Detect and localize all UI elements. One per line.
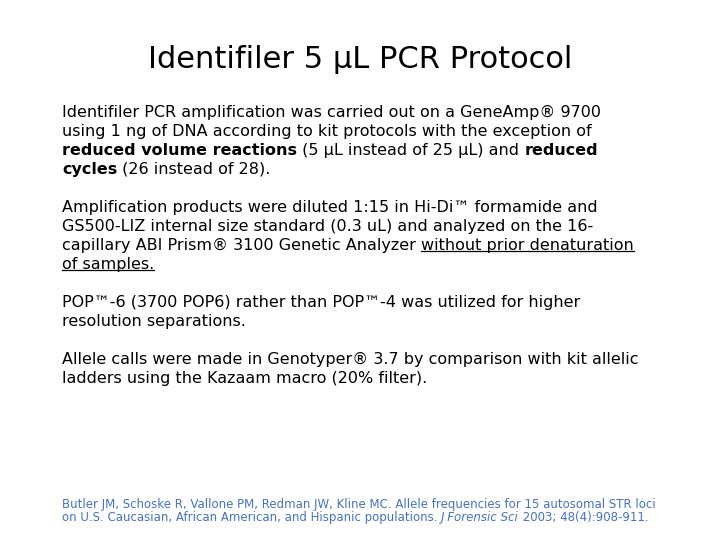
Text: Identifiler 5 µL PCR Protocol: Identifiler 5 µL PCR Protocol: [148, 45, 572, 74]
Text: cycles: cycles: [62, 162, 117, 177]
Text: GS500-LIZ internal size standard (0.3 uL) and analyzed on the 16-: GS500-LIZ internal size standard (0.3 uL…: [62, 219, 593, 234]
Text: J Forensic Sci: J Forensic Sci: [441, 511, 519, 524]
Text: using 1 ng of DNA according to kit protocols with the exception of: using 1 ng of DNA according to kit proto…: [62, 124, 592, 139]
Text: resolution separations.: resolution separations.: [62, 314, 246, 329]
Text: of samples.: of samples.: [62, 257, 154, 272]
Text: Butler JM, Schoske R, Vallone PM, Redman JW, Kline MC. Allele frequencies for 15: Butler JM, Schoske R, Vallone PM, Redman…: [62, 498, 656, 511]
Text: (5 µL instead of 25 µL) and: (5 µL instead of 25 µL) and: [297, 143, 524, 158]
Text: (26 instead of 28).: (26 instead of 28).: [117, 162, 271, 177]
Text: reduced: reduced: [524, 143, 598, 158]
Text: Allele calls were made in Genotyper® 3.7 by comparison with kit allelic: Allele calls were made in Genotyper® 3.7…: [62, 352, 639, 367]
Text: without prior denaturation: without prior denaturation: [421, 238, 634, 253]
Text: Identifiler PCR amplification was carried out on a GeneAmp® 9700: Identifiler PCR amplification was carrie…: [62, 105, 601, 120]
Text: on U.S. Caucasian, African American, and Hispanic populations.: on U.S. Caucasian, African American, and…: [62, 511, 441, 524]
Text: 2003; 48(4):908-911.: 2003; 48(4):908-911.: [519, 511, 649, 524]
Text: ladders using the Kazaam macro (20% filter).: ladders using the Kazaam macro (20% filt…: [62, 371, 427, 386]
Text: reduced volume reactions: reduced volume reactions: [62, 143, 297, 158]
Text: Amplification products were diluted 1:15 in Hi-Di™ formamide and: Amplification products were diluted 1:15…: [62, 200, 598, 215]
Text: POP™-6 (3700 POP6) rather than POP™-4 was utilized for higher: POP™-6 (3700 POP6) rather than POP™-4 wa…: [62, 295, 580, 310]
Text: capillary ABI Prism® 3100 Genetic Analyzer: capillary ABI Prism® 3100 Genetic Analyz…: [62, 238, 421, 253]
